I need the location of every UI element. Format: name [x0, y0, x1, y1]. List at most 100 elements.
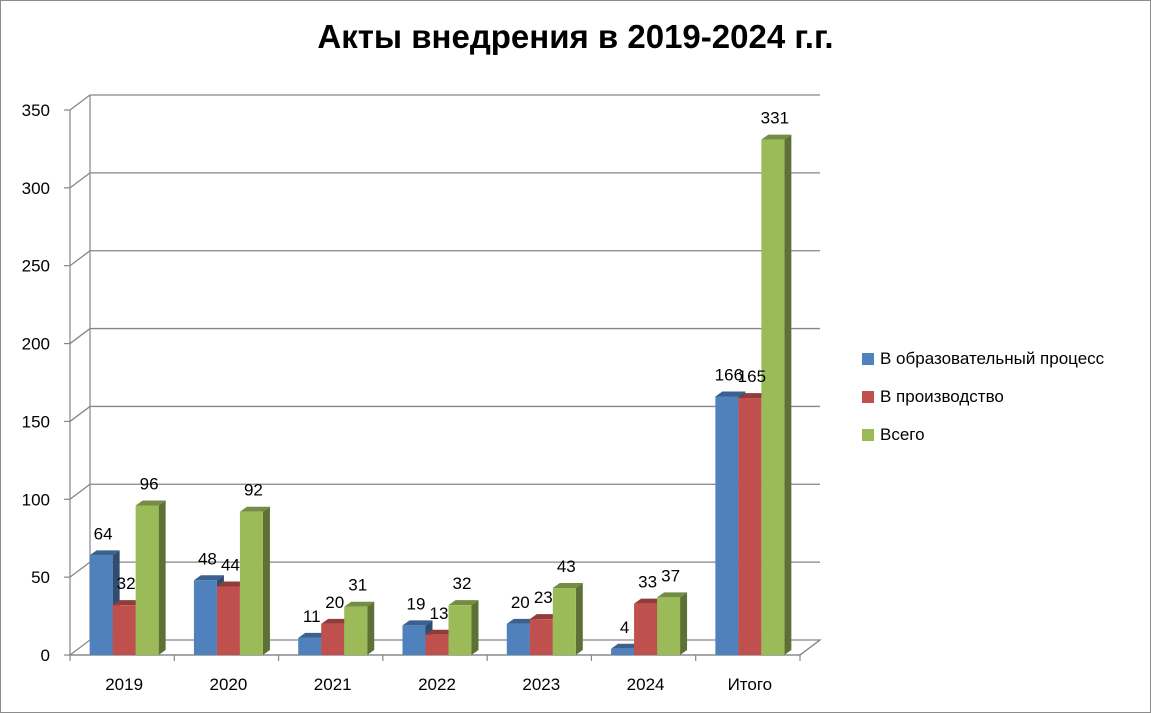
x-tick-label: 2023 [522, 675, 560, 694]
data-label: 96 [140, 475, 159, 494]
bar-front [715, 396, 739, 655]
bar-side [680, 592, 688, 655]
x-tick-label: 2021 [314, 675, 352, 694]
bar-top [193, 575, 224, 581]
data-label: 331 [761, 109, 789, 128]
bar-side [471, 600, 479, 655]
bar-front [239, 511, 263, 655]
bar-side [784, 134, 792, 656]
bar-side [158, 500, 166, 655]
bar-front [193, 580, 217, 655]
bar-top [112, 600, 143, 606]
data-label: 13 [430, 604, 449, 623]
y-tick-label: 300 [22, 179, 50, 198]
bar-top [611, 643, 642, 649]
bar-front [298, 637, 322, 655]
bar [448, 600, 479, 655]
y-tick-label: 350 [22, 101, 50, 120]
bar-front [425, 634, 449, 655]
data-label: 31 [348, 576, 367, 595]
bar [344, 601, 375, 655]
bar-front [634, 603, 658, 655]
legend-swatch [862, 353, 874, 365]
y-tick-label: 100 [22, 490, 50, 509]
bar-side [367, 601, 375, 655]
y-tick-label: 0 [41, 646, 50, 665]
bar-top [298, 632, 329, 638]
bar-front [738, 398, 762, 655]
x-axis-labels: 2019 2020 2021 2022 2023 2024 Итого [105, 675, 772, 694]
bar-front [761, 139, 785, 656]
data-label: 64 [94, 524, 113, 543]
data-label: 20 [511, 593, 530, 612]
bar-front [321, 623, 345, 655]
gridline [69, 94, 820, 111]
gridline [69, 483, 820, 500]
bar-side [575, 583, 583, 655]
bar-top [216, 581, 247, 587]
y-tick-label: 250 [22, 257, 50, 276]
bar-front [89, 555, 113, 655]
bar-front [448, 605, 472, 655]
legend-item: В образовательный процесс [862, 340, 1104, 378]
data-label: 20 [325, 593, 344, 612]
bar [135, 500, 166, 655]
bar-top [761, 134, 792, 140]
data-label: 44 [221, 555, 240, 574]
x-tick-label: 2020 [210, 675, 248, 694]
y-tick-label: 50 [31, 568, 50, 587]
x-tick-label: 2019 [105, 675, 143, 694]
bar-top [321, 618, 352, 624]
legend: В образовательный процесс В производство В… [862, 340, 1104, 454]
data-label: 4 [620, 618, 629, 637]
legend-label: В образовательный процесс [880, 349, 1105, 368]
bar-top [506, 618, 537, 624]
data-label: 33 [638, 573, 657, 592]
bar-front [402, 625, 426, 655]
data-label: 165 [738, 367, 766, 386]
bar [239, 506, 270, 655]
bar-front [552, 588, 576, 655]
y-tick-label: 200 [22, 335, 50, 354]
gridline [69, 327, 820, 345]
x-tick-label: 2024 [627, 675, 665, 694]
x-tick-label: Итого [728, 675, 773, 694]
gridline [69, 172, 820, 189]
data-label: 43 [557, 557, 576, 576]
bars [89, 134, 792, 656]
bar-top [239, 506, 270, 512]
bar-top [529, 614, 560, 620]
axes [69, 95, 821, 661]
x-tick-label: 2022 [418, 675, 456, 694]
data-label: 32 [453, 574, 472, 593]
bar-top [634, 598, 665, 604]
gridline [69, 561, 820, 578]
data-label: 32 [117, 574, 136, 593]
bar [761, 134, 792, 656]
data-label: 48 [198, 549, 217, 568]
legend-swatch [862, 429, 874, 441]
data-label: 19 [407, 594, 426, 613]
bar-top [715, 391, 746, 397]
legend-label: В производство [880, 387, 1004, 406]
data-label: 166 [715, 366, 743, 385]
bar-side [262, 506, 270, 655]
data-label: 23 [534, 588, 553, 607]
data-label: 92 [244, 481, 263, 500]
bar-front [529, 619, 553, 655]
bar-front [216, 586, 240, 655]
y-axis-ticks: 0 50 100 150 200 250 300 350 [22, 101, 70, 665]
bar-top [89, 550, 120, 556]
bar-front [112, 605, 136, 655]
data-label: 11 [303, 607, 321, 626]
bar-front [344, 606, 368, 655]
bar-top [552, 583, 583, 589]
bar-top [738, 393, 769, 399]
legend-label: Всего [880, 425, 925, 444]
legend-swatch [862, 391, 874, 403]
gridline [69, 250, 820, 267]
bar-top [448, 600, 479, 606]
bar-top [402, 620, 433, 626]
